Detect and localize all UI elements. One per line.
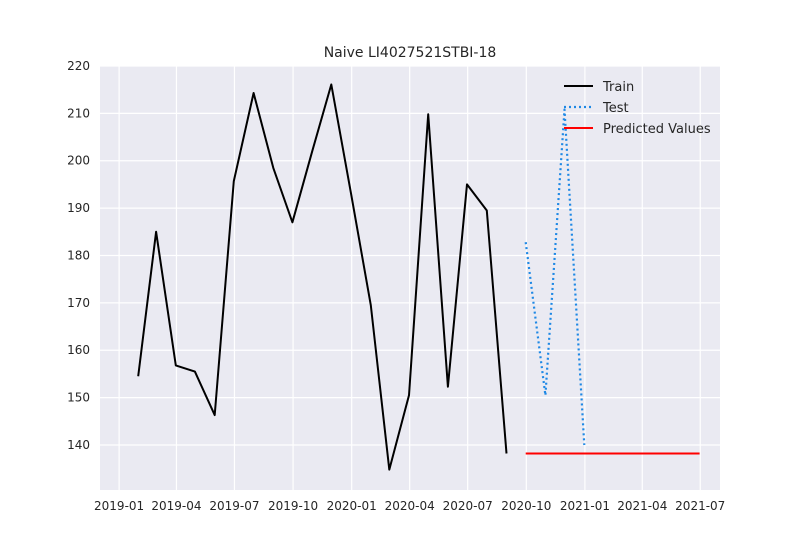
x-tick-labels: 2019-01 2019-04 2019-07 2019-10 2020-01 2020-… [94, 499, 725, 513]
x-tick-label: 2020-04 [385, 499, 435, 513]
x-tick-label: 2020-07 [443, 499, 493, 513]
grid [100, 65, 720, 490]
x-tick-label: 2021-01 [560, 499, 610, 513]
x-tick-label: 2021-07 [675, 499, 725, 513]
y-tick-label: 200 [67, 154, 90, 168]
y-tick-label: 180 [67, 248, 90, 262]
x-tick-label: 2019-07 [209, 499, 259, 513]
y-tick-labels: 140 150 160 170 180 190 200 210 220 [67, 59, 90, 452]
y-tick-label: 190 [67, 201, 90, 215]
legend-label: Test [602, 101, 629, 116]
x-tick-label: 2020-01 [327, 499, 377, 513]
y-tick-label: 160 [67, 343, 90, 357]
y-tick-label: 220 [67, 59, 90, 73]
legend: Train Test Predicted Values [564, 80, 711, 137]
chart-title: Naive LI4027521STBI-18 [324, 45, 497, 61]
series-line-train [137, 83, 508, 471]
legend-label: Predicted Values [603, 122, 711, 137]
y-tick-label: 210 [67, 106, 90, 120]
x-tick-label: 2021-04 [617, 499, 667, 513]
y-tick-label: 140 [67, 438, 90, 452]
y-tick-label: 150 [67, 391, 90, 405]
series-layer [137, 83, 700, 471]
x-tick-label: 2019-04 [151, 499, 201, 513]
x-tick-label: 2019-10 [268, 499, 318, 513]
x-tick-label: 2019-01 [94, 499, 144, 513]
legend-label: Train [602, 80, 634, 95]
x-tick-label: 2020-10 [501, 499, 551, 513]
y-tick-label: 170 [67, 296, 90, 310]
